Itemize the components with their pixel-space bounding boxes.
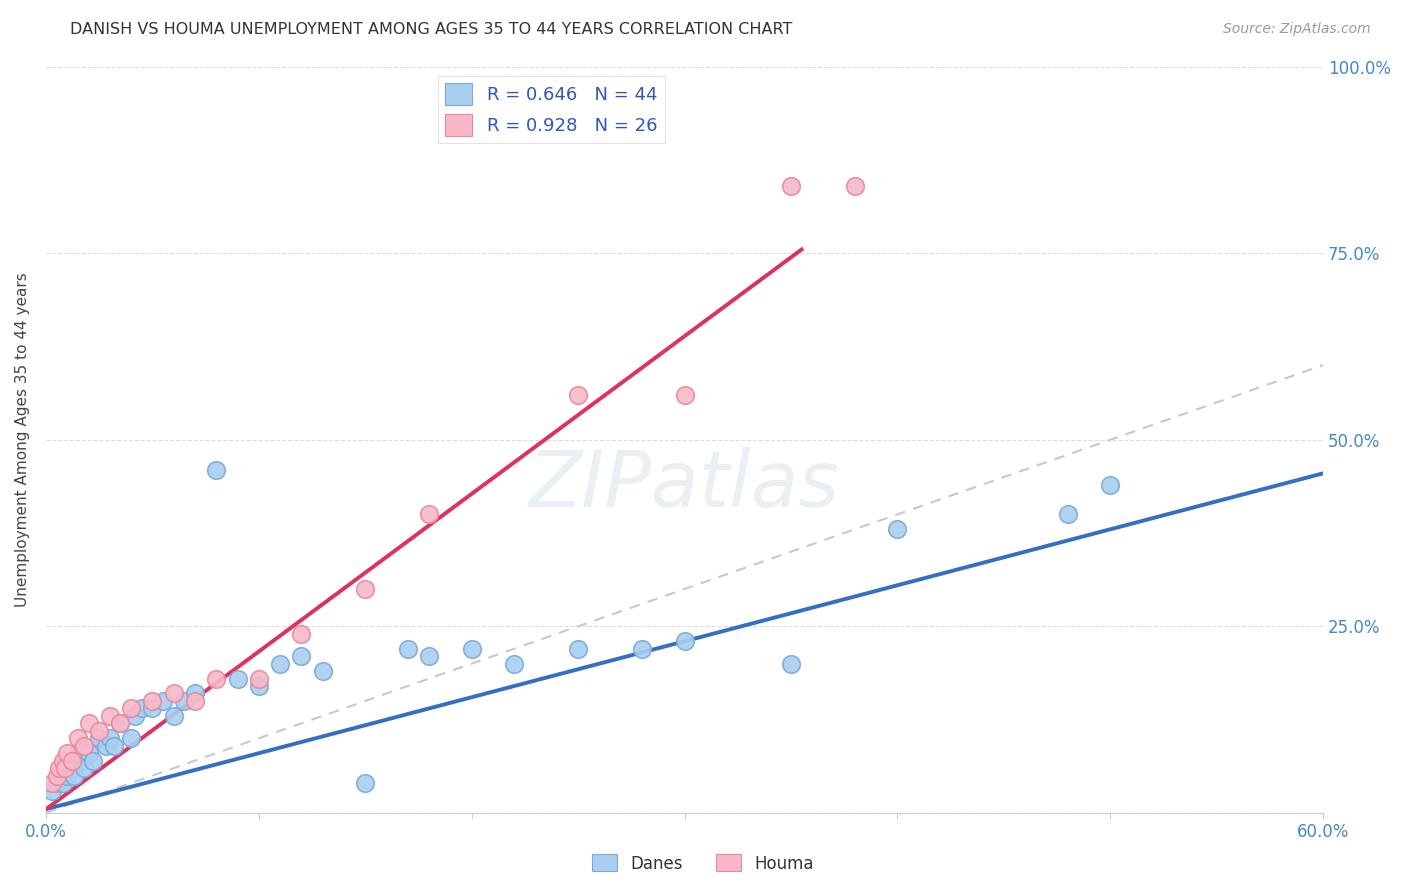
Point	[141, 701, 163, 715]
Point	[98, 709, 121, 723]
Point	[673, 634, 696, 648]
Point	[77, 746, 100, 760]
Point	[354, 582, 377, 596]
Point	[73, 739, 96, 753]
Point	[396, 641, 419, 656]
Point	[141, 694, 163, 708]
Point	[1099, 477, 1122, 491]
Point	[124, 709, 146, 723]
Point	[184, 686, 207, 700]
Point	[290, 627, 312, 641]
Point	[41, 783, 63, 797]
Point	[844, 179, 866, 194]
Point	[184, 694, 207, 708]
Point	[103, 739, 125, 753]
Point	[567, 641, 589, 656]
Point	[53, 761, 76, 775]
Point	[62, 768, 84, 782]
Point	[247, 672, 270, 686]
Text: ZIPatlas: ZIPatlas	[529, 447, 839, 523]
Point	[205, 462, 228, 476]
Point	[226, 672, 249, 686]
Legend: Danes, Houma: Danes, Houma	[585, 847, 821, 880]
Point	[48, 761, 70, 775]
Point	[354, 776, 377, 790]
Point	[52, 754, 75, 768]
Point	[56, 768, 79, 782]
Point	[131, 701, 153, 715]
Point	[60, 754, 83, 768]
Point	[163, 686, 186, 700]
Legend: R = 0.646   N = 44, R = 0.928   N = 26: R = 0.646 N = 44, R = 0.928 N = 26	[439, 76, 665, 143]
Point	[780, 657, 803, 671]
Y-axis label: Unemployment Among Ages 35 to 44 years: Unemployment Among Ages 35 to 44 years	[15, 272, 30, 607]
Point	[56, 746, 79, 760]
Point	[53, 761, 76, 775]
Point	[418, 508, 440, 522]
Point	[49, 768, 72, 782]
Point	[290, 649, 312, 664]
Point	[52, 776, 75, 790]
Point	[77, 716, 100, 731]
Point	[205, 672, 228, 686]
Point	[503, 657, 526, 671]
Point	[247, 679, 270, 693]
Point	[312, 664, 335, 678]
Point	[98, 731, 121, 746]
Text: Source: ZipAtlas.com: Source: ZipAtlas.com	[1223, 22, 1371, 37]
Point	[45, 776, 67, 790]
Point	[1056, 508, 1078, 522]
Point	[66, 754, 89, 768]
Point	[60, 761, 83, 775]
Point	[41, 776, 63, 790]
Point	[73, 761, 96, 775]
Point	[94, 739, 117, 753]
Text: DANISH VS HOUMA UNEMPLOYMENT AMONG AGES 35 TO 44 YEARS CORRELATION CHART: DANISH VS HOUMA UNEMPLOYMENT AMONG AGES …	[70, 22, 793, 37]
Point	[567, 388, 589, 402]
Point	[45, 768, 67, 782]
Point	[418, 649, 440, 664]
Point	[89, 731, 111, 746]
Point	[110, 716, 132, 731]
Point	[120, 731, 142, 746]
Point	[163, 709, 186, 723]
Point	[460, 641, 482, 656]
Point	[66, 731, 89, 746]
Point	[152, 694, 174, 708]
Point	[110, 716, 132, 731]
Point	[66, 746, 89, 760]
Point	[173, 694, 195, 708]
Point	[82, 754, 104, 768]
Point	[886, 522, 908, 536]
Point	[673, 388, 696, 402]
Point	[120, 701, 142, 715]
Point	[631, 641, 654, 656]
Point	[269, 657, 291, 671]
Point	[780, 179, 803, 194]
Point	[89, 723, 111, 738]
